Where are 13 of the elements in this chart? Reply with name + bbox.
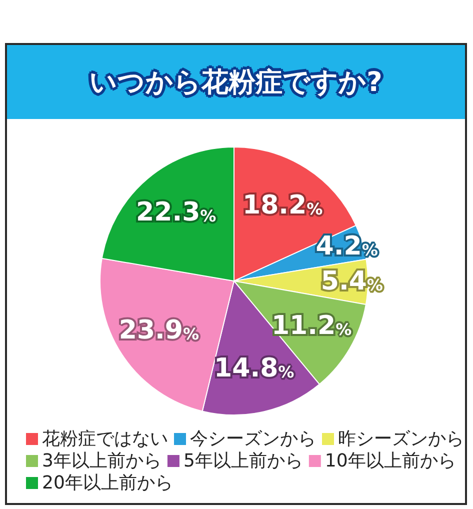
legend-label: 5年以上前から bbox=[183, 450, 303, 472]
legend-label: 20年以上前から bbox=[42, 472, 173, 494]
data-label: 14.8% bbox=[214, 353, 294, 384]
legend-label: 花粉症ではない bbox=[42, 428, 168, 450]
legend-label: 10年以上前から bbox=[324, 450, 456, 472]
data-label: 23.9% bbox=[118, 315, 200, 346]
legend-label: 3年以上前から bbox=[42, 450, 162, 472]
data-label: 22.3% bbox=[136, 197, 216, 228]
data-label: 18.2% bbox=[242, 190, 323, 220]
legend-label: 昨シーズンから bbox=[338, 428, 464, 450]
legend-label: 今シーズンから bbox=[190, 428, 316, 450]
chart-title: いつから花粉症ですか? bbox=[90, 66, 382, 100]
data-label: 11.2% bbox=[271, 311, 352, 342]
